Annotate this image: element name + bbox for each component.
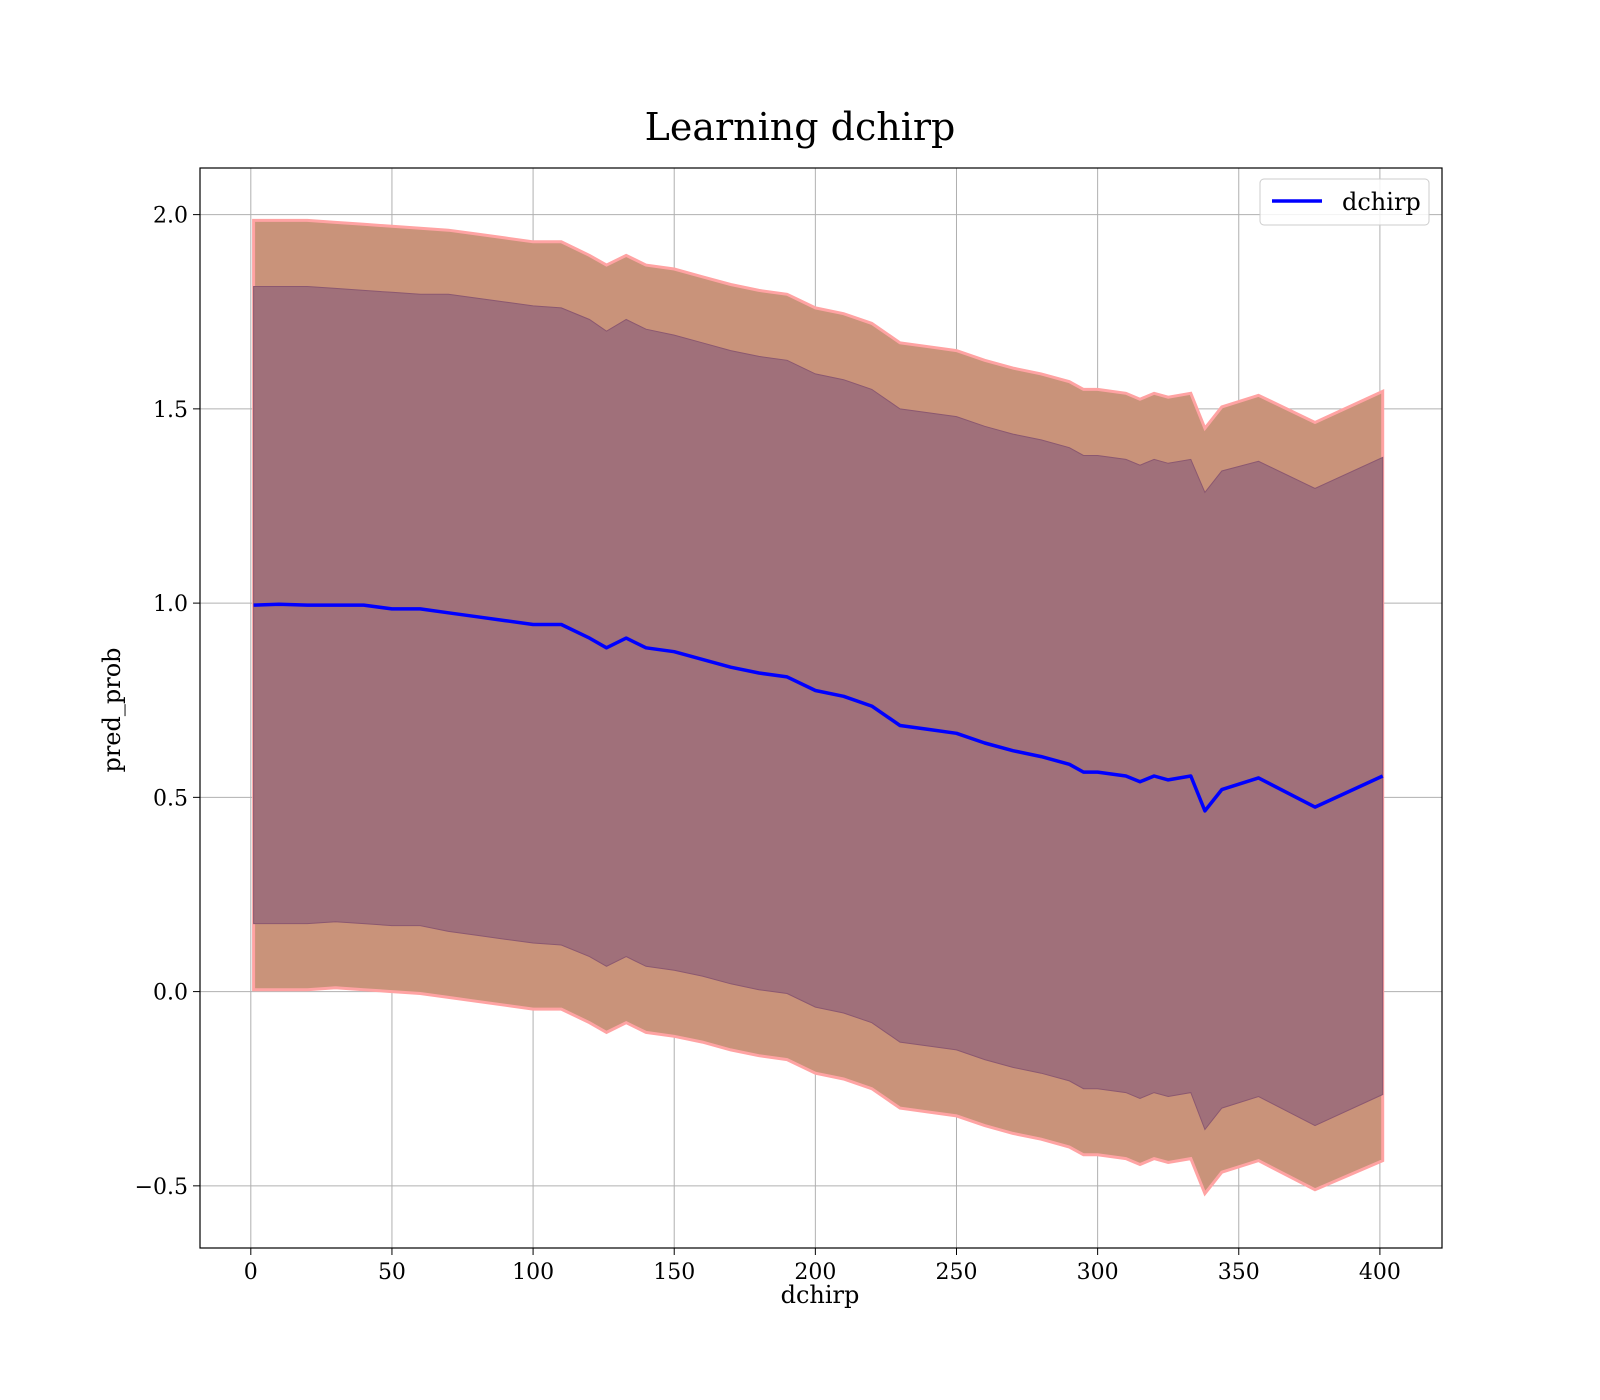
x-axis-label: dchirp <box>781 1281 860 1309</box>
x-axis: 0 50 100 150 200 250 300 350 400 <box>244 1248 1401 1285</box>
y-tick-label: 1.5 <box>153 398 188 423</box>
confidence-bands <box>252 218 1385 1197</box>
y-tick-label: 1.0 <box>153 592 188 617</box>
x-tick-label: 0 <box>244 1260 258 1285</box>
x-tick-label: 100 <box>512 1260 554 1285</box>
legend-box <box>1259 178 1430 226</box>
legend: dchirp <box>1259 178 1430 226</box>
y-axis-label: pred_prob <box>98 647 126 772</box>
inner-band <box>253 286 1384 1131</box>
series-line-dchirp <box>253 602 1384 813</box>
x-tick-label: 300 <box>1077 1260 1119 1285</box>
x-tick-label: 400 <box>1359 1260 1401 1285</box>
x-tick-label: 350 <box>1218 1260 1260 1285</box>
x-tick-label: 200 <box>794 1260 836 1285</box>
chart-title: Learning dchirp <box>645 105 956 149</box>
y-tick-label: 0.0 <box>153 981 188 1006</box>
legend-label-dchirp: dchirp <box>1342 188 1421 216</box>
x-tick-label: 150 <box>653 1260 695 1285</box>
y-tick-label: 2.0 <box>153 204 188 229</box>
x-tick-label: 250 <box>935 1260 977 1285</box>
y-axis: −0.5 0.0 0.5 1.0 1.5 2.0 <box>135 204 200 1200</box>
y-tick-label: −0.5 <box>135 1175 188 1200</box>
x-tick-label: 50 <box>378 1260 406 1285</box>
plot-frame <box>199 167 1443 1249</box>
y-tick-label: 0.5 <box>153 786 188 811</box>
